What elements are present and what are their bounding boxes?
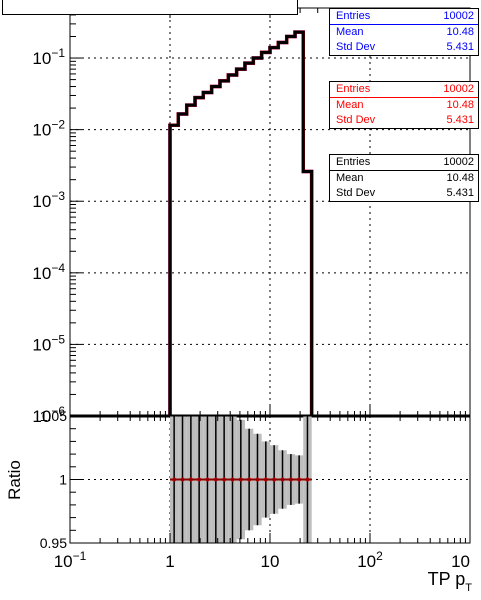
main-grid <box>70 8 470 417</box>
stat-row: Std Dev 5.431 <box>330 40 478 55</box>
x-axis-label: TP pT <box>428 569 473 594</box>
stats-box-red: Entries 10002 Mean 10.48 Std Dev 5.431 <box>329 81 479 129</box>
stat-label: Mean <box>336 26 364 38</box>
histogram-red <box>168 30 314 416</box>
stat-value: 10002 <box>443 10 474 22</box>
ratio-y-tick-label: 1.05 <box>40 408 67 424</box>
ratio-y-tick-label: 1 <box>59 472 67 488</box>
main-y-tick-label: 10−6 <box>32 404 65 426</box>
main-y-tick-label: 10−1 <box>32 46 65 68</box>
histogram-black <box>168 30 314 416</box>
ratio-y-axis-label: Ratio <box>5 460 24 500</box>
histogram-blue <box>168 30 314 416</box>
stat-label: Entries <box>336 83 371 95</box>
stat-value: 5.431 <box>446 187 474 199</box>
ratio-x-tick-label: 1 <box>165 552 174 571</box>
stat-row: Entries 10002 <box>330 155 478 171</box>
stat-value: 10002 <box>443 83 474 95</box>
ratio-x-tick-label: 10 <box>451 552 470 571</box>
stat-value: 10.48 <box>446 172 474 184</box>
stat-row: Std Dev 5.431 <box>330 113 478 128</box>
stat-row: Mean 10.48 <box>330 98 478 113</box>
main-y-tick-label: 10−4 <box>32 261 65 283</box>
stat-label: Entries <box>336 156 371 168</box>
stat-value: 10.48 <box>446 99 474 111</box>
main-axes: 10−1 10−2 10−3 10−4 10−5 10−6 <box>32 7 471 426</box>
ratio-y-tick-label: 0.95 <box>40 535 67 551</box>
ratio-x-tick-label: 10−1 <box>54 549 87 571</box>
stat-label: Std Dev <box>336 114 376 126</box>
ratio-points <box>170 416 312 543</box>
ratio-axes: 0.95 1 1.05 10−1 1 10 102 10 Ratio TP pT <box>5 408 472 594</box>
stat-value: 5.431 <box>446 114 474 126</box>
main-y-tick-label: 10−2 <box>32 118 65 140</box>
stat-label: Std Dev <box>336 41 376 53</box>
main-y-tick-label: 10−5 <box>32 332 65 354</box>
stat-value: 5.431 <box>446 41 474 53</box>
stat-row: Std Dev 5.431 <box>330 186 478 201</box>
stat-value: 10.48 <box>446 26 474 38</box>
stats-box-blue: Entries 10002 Mean 10.48 Std Dev 5.431 <box>329 8 479 56</box>
stat-row: Mean 10.48 <box>330 25 478 40</box>
stat-row: Entries 10002 <box>330 82 478 98</box>
ratio-x-tick-label: 10 <box>261 552 280 571</box>
stat-row: Mean 10.48 <box>330 171 478 186</box>
stat-label: Std Dev <box>336 187 376 199</box>
stat-label: Mean <box>336 172 364 184</box>
stats-box-black: Entries 10002 Mean 10.48 Std Dev 5.431 <box>329 154 479 202</box>
title-box <box>2 0 298 15</box>
main-y-tick-label: 10−3 <box>32 189 65 211</box>
stat-label: Mean <box>336 99 364 111</box>
stat-value: 10002 <box>443 156 474 168</box>
stat-label: Entries <box>336 10 371 22</box>
ratio-x-tick-label: 102 <box>357 549 383 571</box>
stat-row: Entries 10002 <box>330 9 478 25</box>
